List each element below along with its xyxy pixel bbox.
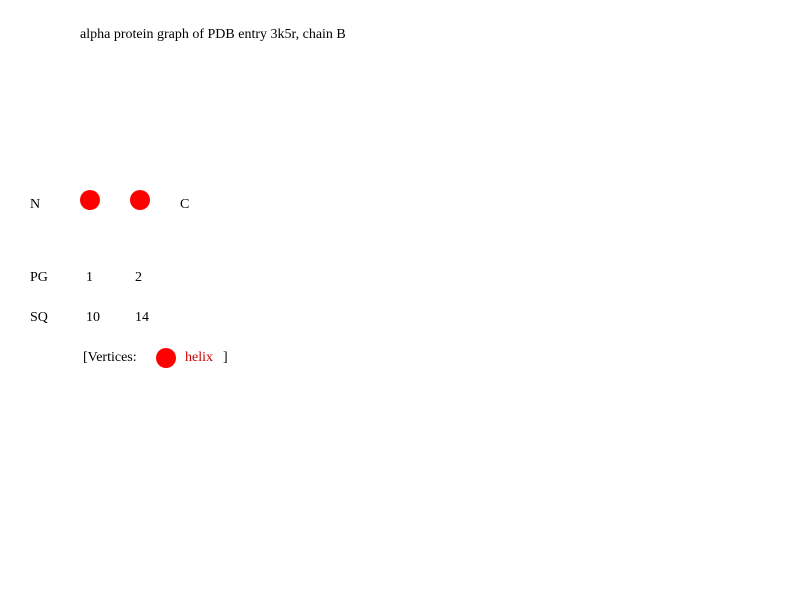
sq-value-2: 14 <box>135 310 149 325</box>
c-terminus-label: C <box>180 197 190 212</box>
legend-helix-label: helix <box>185 350 213 365</box>
pg-value-1: 1 <box>86 270 93 285</box>
pg-row-label: PG <box>30 270 48 285</box>
sq-value-1: 10 <box>86 310 100 325</box>
pg-value-2: 2 <box>135 270 142 285</box>
page-title: alpha protein graph of PDB entry 3k5r, c… <box>80 27 346 42</box>
legend-helix-dot <box>156 348 176 368</box>
helix-vertex-1 <box>80 190 100 210</box>
sq-row-label: SQ <box>30 310 48 325</box>
legend-open-label: [Vertices: <box>83 350 137 365</box>
helix-vertex-2 <box>130 190 150 210</box>
legend-close-label: ] <box>223 350 228 365</box>
n-terminus-label: N <box>30 197 41 212</box>
